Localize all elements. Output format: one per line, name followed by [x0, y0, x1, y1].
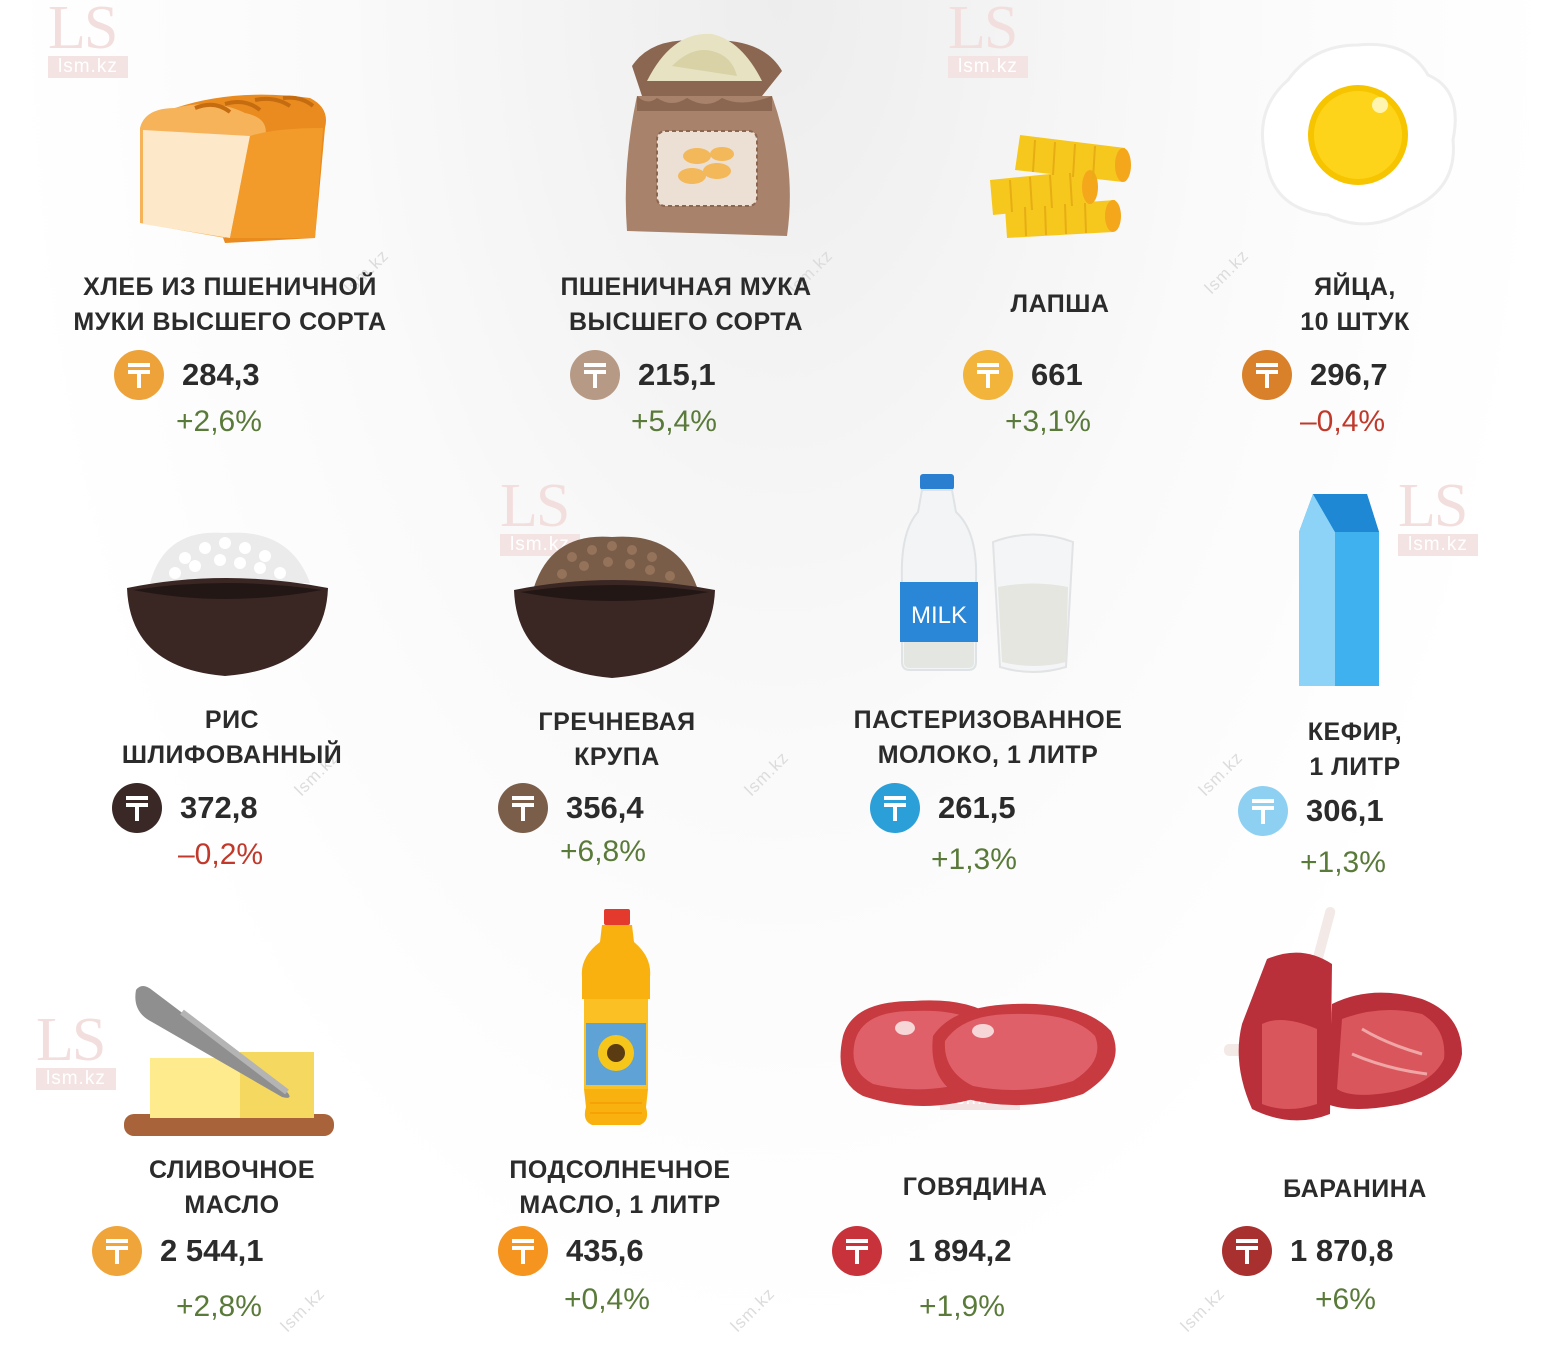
product-name-line: 1 ЛИТР: [1309, 753, 1401, 781]
fried-egg-icon: [1261, 42, 1457, 226]
milk-carton-icon: [1299, 494, 1379, 686]
product-price: 1 894,2: [908, 1233, 1012, 1268]
tenge-sign-icon: [498, 783, 548, 833]
product-name: ГОВЯДИНА: [835, 1170, 1115, 1205]
product-name: РИС ШЛИФОВАННЫЙ: [72, 703, 392, 773]
product-name: БАРАНИНА: [1225, 1172, 1485, 1207]
product-name-line: ГОВЯДИНА: [902, 1173, 1048, 1201]
price-change: +2,8%: [176, 1290, 262, 1323]
tenge-sign-icon: [832, 1226, 882, 1276]
price-row: 296,7: [1242, 350, 1388, 400]
product-name: ПШЕНИЧНАЯ МУКА ВЫСШЕГО СОРТА: [496, 270, 876, 340]
product-name-line: ХЛЕБ ИЗ ПШЕНИЧНОЙ: [83, 273, 377, 301]
product-price: 435,6: [566, 1233, 644, 1268]
price-change: +1,3%: [931, 843, 1017, 876]
product-name-line: ЯЙЦА,: [1314, 273, 1396, 301]
product-name-line: БАРАНИНА: [1283, 1175, 1427, 1203]
price-row: 284,3: [114, 350, 260, 400]
product-price: 296,7: [1310, 357, 1388, 392]
tenge-sign-icon: [963, 350, 1013, 400]
price-change: +2,6%: [176, 405, 262, 438]
tenge-sign-icon: [114, 350, 164, 400]
product-name-line: МАСЛО, 1 ЛИТР: [519, 1191, 721, 1219]
product-name-line: МОЛОКО, 1 ЛИТР: [877, 741, 1099, 769]
watermark-logo: LS lsm.kz: [48, 0, 178, 84]
product-name-line: ШЛИФОВАННЫЙ: [121, 741, 343, 769]
tenge-sign-icon: [870, 783, 920, 833]
product-name-line: РИС: [204, 706, 260, 734]
oil-bottle-icon: [581, 909, 651, 1125]
price-row: 372,8: [112, 783, 258, 833]
product-price: 1 870,8: [1290, 1233, 1394, 1268]
product-price: 2 544,1: [160, 1233, 264, 1268]
price-change: +1,3%: [1300, 846, 1386, 879]
price-row: 261,5: [870, 783, 1016, 833]
product-price: 261,5: [938, 790, 1016, 825]
tenge-sign-icon: [1222, 1226, 1272, 1276]
product-price: 372,8: [180, 790, 258, 825]
product-name-line: КРУПА: [574, 743, 660, 771]
pasta-icon: [990, 135, 1131, 238]
product-name-line: ПОДСОЛНЕЧНОЕ: [509, 1156, 731, 1184]
svg-text:MILK: MILK: [911, 602, 967, 629]
product-price: 215,1: [638, 357, 716, 392]
product-name-line: КЕФИР,: [1307, 718, 1403, 746]
price-change: +0,4%: [564, 1283, 650, 1316]
product-name-line: ЛАПША: [1010, 290, 1110, 318]
rice-bowl-icon: [127, 532, 328, 676]
watermark-logo: LS lsm.kz: [948, 0, 1078, 84]
butter-icon: [124, 986, 334, 1136]
product-name: КЕФИР, 1 ЛИТР: [1235, 715, 1475, 785]
price-change: –0,4%: [1300, 405, 1386, 438]
product-name-line: ПШЕНИЧНАЯ МУКА: [560, 273, 812, 301]
beef-steak-icon: [840, 1000, 1116, 1106]
watermark-logo: LS lsm.kz: [1398, 475, 1528, 562]
tenge-sign-icon: [498, 1226, 548, 1276]
price-change: +6%: [1315, 1283, 1376, 1316]
price-row: 306,1: [1238, 786, 1384, 836]
price-change: +3,1%: [1005, 405, 1091, 438]
flour-sack-icon: [625, 33, 790, 236]
buckwheat-bowl-icon: [514, 536, 715, 678]
lamb-ribs-icon: [1224, 906, 1462, 1121]
product-price: 306,1: [1306, 793, 1384, 828]
watermark-logo: LS lsm.kz: [36, 1009, 166, 1096]
price-row: 215,1: [570, 350, 716, 400]
product-name: ПОДСОЛНЕЧНОЕ МАСЛО, 1 ЛИТР: [460, 1153, 780, 1223]
watermark-logo: LS lsm.kz: [500, 475, 630, 562]
product-name: ЛАПША: [900, 287, 1220, 322]
tenge-sign-icon: [92, 1226, 142, 1276]
milk-bottle-icon: MILK: [900, 474, 1075, 673]
product-name: ГРЕЧНЕВАЯ КРУПА: [457, 705, 777, 775]
product-price: 661: [1031, 357, 1083, 392]
bread-icon: [140, 94, 326, 243]
price-change: –0,2%: [178, 838, 264, 871]
product-name: ПАСТЕРИЗОВАННОЕ МОЛОКО, 1 ЛИТР: [818, 703, 1158, 773]
price-row: 435,6: [498, 1226, 644, 1276]
product-name: ЯЙЦА, 10 ШТУК: [1215, 270, 1495, 340]
product-name-line: ПАСТЕРИЗОВАННОЕ: [853, 706, 1123, 734]
price-row: 661: [963, 350, 1083, 400]
product-price: 356,4: [566, 790, 644, 825]
product-name-line: ГРЕЧНЕВАЯ: [538, 708, 696, 736]
product-name-line: МУКИ ВЫСШЕГО СОРТА: [73, 308, 387, 336]
product-name-line: ВЫСШЕГО СОРТА: [568, 308, 804, 336]
tenge-sign-icon: [1238, 786, 1288, 836]
product-name-line: СЛИВОЧНОЕ: [148, 1156, 316, 1184]
price-row: 1 894,2: [832, 1226, 1011, 1276]
price-change: +6,8%: [560, 835, 646, 868]
price-row: 2 544,1: [92, 1226, 263, 1276]
product-name: ХЛЕБ ИЗ ПШЕНИЧНОЙ МУКИ ВЫСШЕГО СОРТА: [40, 270, 420, 340]
price-row: 356,4: [498, 783, 644, 833]
tenge-sign-icon: [1242, 350, 1292, 400]
tenge-sign-icon: [570, 350, 620, 400]
price-change: +5,4%: [631, 405, 717, 438]
product-name-line: МАСЛО: [184, 1191, 280, 1219]
price-row: 1 870,8: [1222, 1226, 1393, 1276]
product-price: 284,3: [182, 357, 260, 392]
tenge-sign-icon: [112, 783, 162, 833]
product-name-line: 10 ШТУК: [1300, 308, 1410, 336]
price-change: +1,9%: [919, 1290, 1005, 1323]
product-name: СЛИВОЧНОЕ МАСЛО: [72, 1153, 392, 1223]
